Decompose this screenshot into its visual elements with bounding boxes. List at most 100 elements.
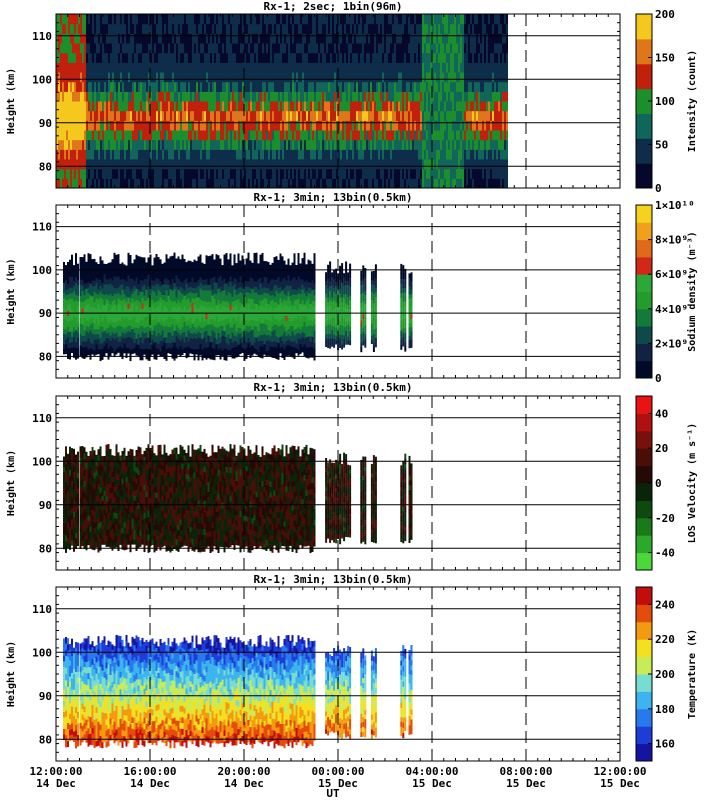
heatmap-cell (64, 168, 66, 179)
heatmap-cell (480, 120, 482, 131)
heatmap-cell (396, 139, 398, 150)
heatmap-cell (322, 62, 324, 73)
heatmap-cell (254, 168, 256, 179)
heatmap-cell (88, 110, 90, 121)
heatmap-cell (480, 33, 482, 44)
heatmap-cell (140, 91, 142, 102)
heatmap-cell (63, 318, 65, 324)
heatmap-cell (214, 33, 216, 44)
heatmap-cells (56, 14, 508, 189)
heatmap-cell (274, 81, 276, 92)
heatmap-cell (93, 333, 96, 340)
heatmap-cell (96, 101, 98, 112)
heatmap-cell (436, 23, 438, 34)
heatmap-cell (434, 159, 436, 170)
heatmap-cell (506, 168, 508, 179)
heatmap-cell (71, 319, 73, 326)
heatmap-cell (336, 81, 338, 92)
heatmap-cell (290, 159, 292, 170)
heatmap-cell (110, 178, 112, 189)
heatmap-cell (109, 335, 112, 341)
heatmap-cell (103, 320, 106, 326)
heatmap-cell (130, 130, 132, 141)
heatmap-cell (252, 23, 254, 34)
heatmap-cell (64, 159, 66, 170)
heatmap-cell (66, 43, 68, 54)
heatmap-cell (190, 14, 192, 25)
heatmap-cell (392, 33, 394, 44)
heatmap-cell (230, 91, 232, 102)
heatmap-cell (448, 149, 450, 160)
heatmap-cell (182, 178, 184, 189)
heatmap-cell (152, 120, 154, 131)
heatmap-cell (476, 178, 478, 189)
heatmap-cell (224, 14, 226, 25)
heatmap-cell (236, 62, 238, 73)
heatmap-cell (121, 262, 124, 269)
heatmap-cell (250, 43, 252, 54)
heatmap-cell (56, 178, 58, 189)
heatmap-cell (212, 43, 214, 54)
heatmap-cell (286, 43, 288, 54)
heatmap-cell (236, 149, 238, 160)
heatmap-cell (127, 258, 130, 265)
heatmap-cell (111, 285, 114, 291)
heatmap-cell (162, 110, 164, 121)
heatmap-cell (168, 72, 170, 83)
heatmap-cell (174, 110, 176, 121)
heatmap-cell (352, 91, 354, 102)
heatmap-cell (438, 130, 440, 141)
heatmap-cell (113, 258, 116, 265)
heatmap-cell (490, 159, 492, 170)
heatmap-cell (103, 340, 106, 347)
heatmap-cell (139, 296, 142, 303)
heatmap-cell (454, 23, 456, 34)
heatmap-cell (101, 298, 104, 305)
heatmap-cell (492, 14, 494, 25)
heatmap-cell (84, 62, 86, 73)
heatmap-cell (480, 139, 482, 150)
heatmap-cell (188, 14, 190, 25)
heatmap-cell (196, 23, 198, 34)
heatmap-cell (498, 72, 500, 83)
heatmap-cell (141, 348, 144, 355)
heatmap-cell (234, 81, 236, 92)
heatmap-cell (104, 101, 106, 112)
heatmap-cell (160, 33, 162, 44)
heatmap-cell (114, 14, 116, 25)
heatmap-cell (490, 14, 492, 25)
heatmap-cell (342, 178, 344, 189)
heatmap-cell (264, 43, 266, 54)
heatmap-cell (334, 14, 336, 25)
heatmap-cell (170, 43, 172, 54)
heatmap-cell (410, 23, 412, 34)
heatmap-cell (368, 72, 370, 83)
heatmap-cell (334, 91, 336, 102)
heatmap-cell (468, 33, 470, 44)
heatmap-cell (382, 81, 384, 92)
heatmap-cell (314, 43, 316, 54)
heatmap-cell (430, 23, 432, 34)
heatmap-cell (204, 139, 206, 150)
heatmap-cell (100, 62, 102, 73)
heatmap-cell (98, 14, 100, 25)
heatmap-cell (65, 339, 67, 345)
heatmap-cell (488, 23, 490, 34)
heatmap-cell (350, 120, 352, 131)
heatmap-cell (338, 72, 340, 83)
heatmap-cell (414, 43, 416, 54)
heatmap-cell (138, 23, 140, 34)
heatmap-cell (218, 33, 220, 44)
heatmap-cell (152, 72, 154, 83)
heatmap-cell (226, 130, 228, 141)
heatmap-cell (276, 81, 278, 92)
heatmap-cell (104, 149, 106, 160)
heatmap-cell (484, 52, 486, 63)
colorbar-swatch (636, 113, 652, 139)
heatmap-cell (290, 33, 292, 44)
heatmap-cell (236, 110, 238, 121)
heatmap-cell (316, 168, 318, 179)
heatmap-cell (262, 168, 264, 179)
heatmap-cell (111, 274, 114, 281)
heatmap-cell (105, 288, 108, 295)
